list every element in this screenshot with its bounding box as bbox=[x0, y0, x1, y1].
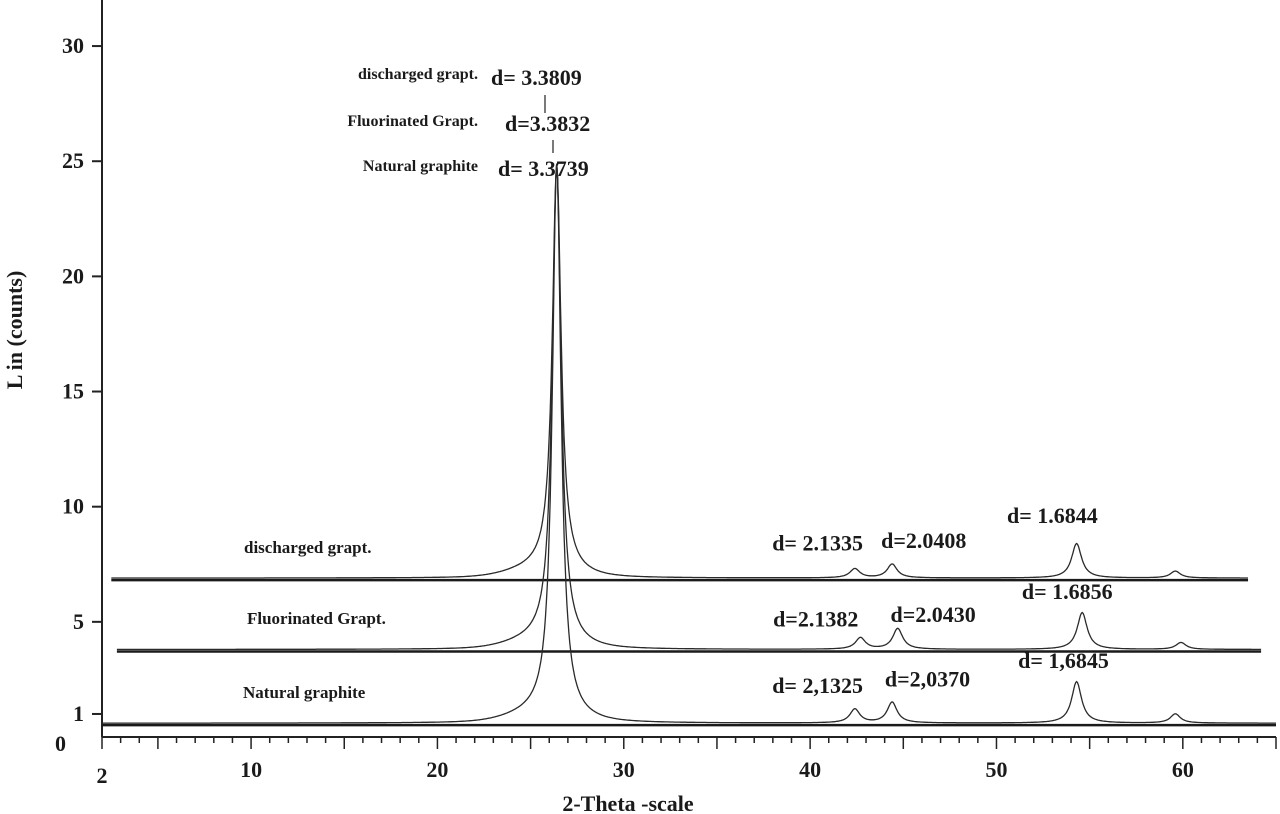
y-tick-label: 1 bbox=[73, 701, 84, 726]
series-layer bbox=[102, 163, 1276, 727]
y-tick-label: 10 bbox=[62, 494, 84, 519]
labels-layer: discharged grapt. Fluorinated Grapt. Natur… bbox=[243, 65, 1113, 702]
y-tick-label: 0 bbox=[55, 731, 66, 756]
annotation-d-spacing: d=3.3832 bbox=[505, 111, 590, 136]
x-axis-title: 2-Theta -scale bbox=[562, 791, 694, 814]
y-tick-label: 30 bbox=[62, 33, 84, 58]
peak-annotation: d= 1.6844 bbox=[1007, 503, 1098, 528]
annotation-series-name: discharged grapt. bbox=[358, 66, 478, 83]
series-label: Fluorinated Grapt. bbox=[247, 609, 386, 628]
x-tick-label: 40 bbox=[799, 757, 821, 782]
series-line bbox=[111, 163, 1248, 579]
x-tick-label: 30 bbox=[613, 757, 635, 782]
x-tick-label: 20 bbox=[426, 757, 448, 782]
y-tick-label: 20 bbox=[62, 263, 84, 288]
annotation-series-name: Fluorinated Grapt. bbox=[347, 113, 478, 130]
series-line bbox=[102, 163, 1276, 724]
annotation-d-spacing: d= 3.3809 bbox=[491, 65, 582, 90]
annotation-d-spacing: d= 3.3739 bbox=[498, 156, 589, 181]
y-tick-label: 5 bbox=[73, 609, 84, 634]
annotation-series-name: Natural graphite bbox=[363, 158, 478, 175]
series-line bbox=[116, 163, 1262, 651]
peak-annotation: d=2.0408 bbox=[881, 528, 966, 553]
series-label: discharged grapt. bbox=[244, 538, 372, 557]
peak-annotation: d= 1.6856 bbox=[1022, 579, 1113, 604]
y-tick-label: 15 bbox=[62, 379, 84, 404]
y-tick-label: 25 bbox=[62, 148, 84, 173]
peak-annotation: d=2.0430 bbox=[890, 602, 975, 627]
x-tick-label: 50 bbox=[985, 757, 1007, 782]
x-tick-label: 60 bbox=[1172, 757, 1194, 782]
peak-annotation: d=2,0370 bbox=[885, 666, 970, 691]
peak-annotation: d=2.1382 bbox=[773, 606, 858, 631]
peak-annotation: d= 2,1325 bbox=[772, 673, 863, 698]
x-tick-label: 2 bbox=[97, 763, 108, 788]
x-tick-label: 10 bbox=[240, 757, 262, 782]
y-axis-title: L in (counts) bbox=[2, 271, 27, 390]
series-label: Natural graphite bbox=[243, 683, 366, 702]
peak-annotation: d= 1,6845 bbox=[1018, 648, 1109, 673]
peak-annotation: d= 2.1335 bbox=[772, 530, 863, 555]
